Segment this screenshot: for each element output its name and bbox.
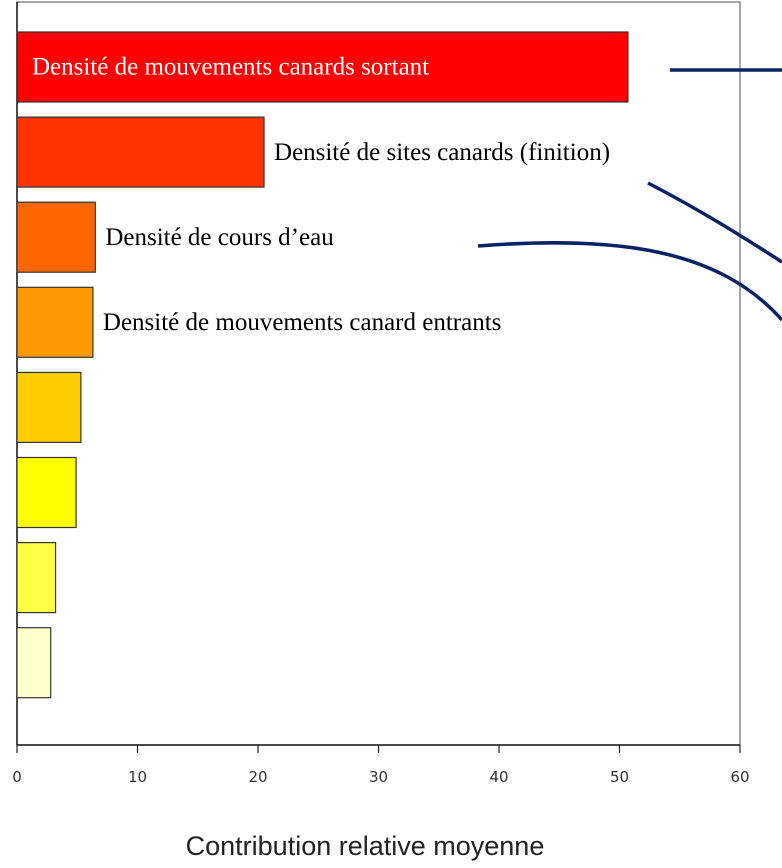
bar [16, 627, 52, 699]
category-label: Densité de mouvements canard entrants [103, 309, 501, 336]
x-tick-label: 0 [12, 768, 22, 786]
connectors [477, 68, 782, 322]
category-label: Densité de mouvements canards sortant [32, 54, 429, 81]
bar [16, 371, 82, 443]
bar [16, 541, 57, 614]
connector [647, 181, 782, 264]
category-label: Densité de cours d’eau [105, 224, 334, 251]
bar [16, 201, 96, 273]
plot-frame [16, 1, 741, 746]
x-tick-label: 60 [730, 768, 749, 786]
x-tick-label: 20 [248, 768, 267, 786]
bar [16, 31, 629, 103]
x-tick-label: 50 [610, 768, 629, 786]
bar [16, 456, 77, 529]
x-tick-label: 40 [489, 768, 508, 786]
bar [16, 286, 94, 358]
x-tick-label: 30 [369, 768, 388, 786]
connector [477, 241, 782, 322]
bar [16, 116, 265, 188]
category-label: Densité de sites canards (finition) [274, 139, 610, 166]
x-axis-label: Contribution relative moyenne [186, 831, 545, 861]
x-tick-label: 10 [128, 768, 147, 786]
